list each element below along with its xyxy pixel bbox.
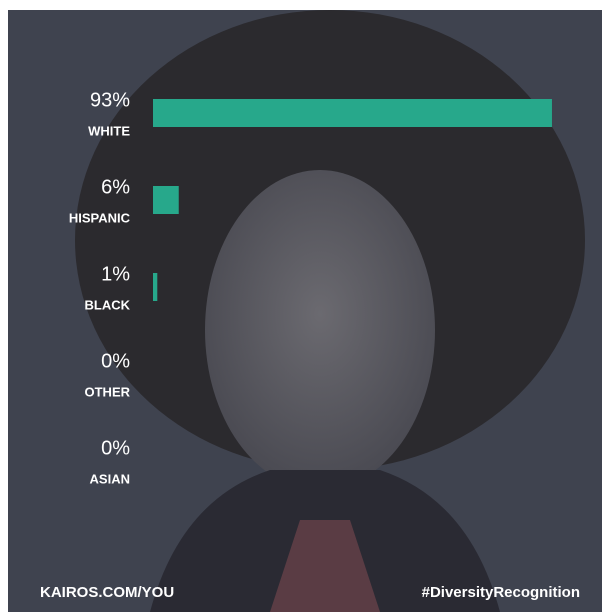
photo-top bbox=[270, 520, 380, 612]
bar bbox=[153, 186, 179, 214]
value-label: 1% bbox=[101, 263, 130, 285]
footer-right: #DiversityRecognition bbox=[422, 584, 580, 601]
footer-left: KAIROS.COM/YOU bbox=[40, 584, 174, 601]
category-label: HISPANIC bbox=[69, 210, 131, 225]
bar bbox=[153, 273, 158, 301]
category-label: BLACK bbox=[85, 297, 131, 312]
bar bbox=[153, 99, 552, 127]
value-label: 0% bbox=[101, 437, 130, 459]
category-label: ASIAN bbox=[90, 471, 130, 486]
category-label: WHITE bbox=[88, 123, 130, 138]
category-label: OTHER bbox=[85, 384, 131, 399]
value-label: 6% bbox=[101, 176, 130, 198]
photo-face bbox=[205, 170, 435, 490]
value-label: 93% bbox=[90, 89, 130, 111]
value-label: 0% bbox=[101, 350, 130, 372]
